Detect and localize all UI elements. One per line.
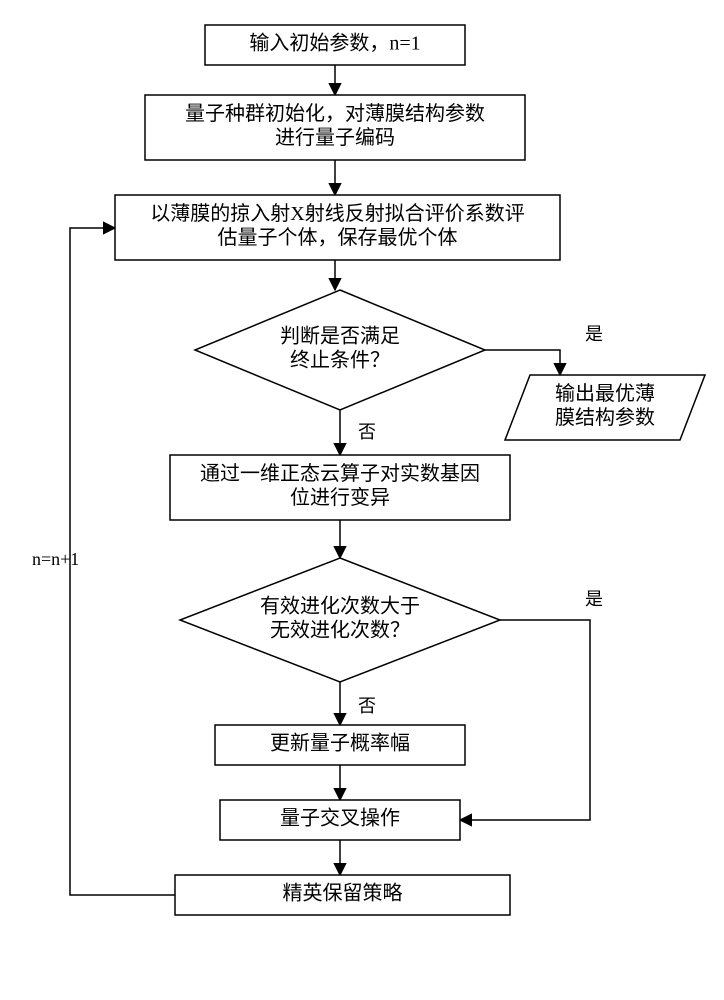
edge-label-6: 否 <box>358 696 376 716</box>
n3-text-1: 估量子个体，保存最优个体 <box>218 226 458 249</box>
edge-label-4: 否 <box>358 422 376 442</box>
n10-text-0: 精英保留策略 <box>283 882 403 905</box>
edge-label-10: n=n+1 <box>32 549 79 569</box>
node-n7: 有效进化次数大于无效进化次数？ <box>180 558 500 682</box>
n4-text-1: 终止条件？ <box>290 349 390 372</box>
n3-text-0: 以薄膜的掠入射X射线反射拟合评价系数评 <box>150 202 524 225</box>
edge-label-3: 是 <box>585 324 603 344</box>
n7-text-1: 无效进化次数？ <box>270 619 410 642</box>
n9-text-0: 量子交叉操作 <box>280 807 400 830</box>
n8-text-0: 更新量子概率幅 <box>270 732 410 755</box>
nodes: 输入初始参数，n=1量子种群初始化，对薄膜结构参数进行量子编码以薄膜的掠入射X射… <box>115 25 705 915</box>
flowchart: 是否否是n=n+1输入初始参数，n=1量子种群初始化，对薄膜结构参数进行量子编码… <box>0 0 724 1000</box>
n1-text-0: 输入初始参数，n=1 <box>249 32 420 55</box>
node-n1: 输入初始参数，n=1 <box>205 25 465 65</box>
n5-text-0: 输出最优薄 <box>555 382 655 405</box>
n6-text-0: 通过一维正态云算子对实数基因 <box>200 462 480 485</box>
edge-label-9: 是 <box>585 589 603 609</box>
node-n6: 通过一维正态云算子对实数基因位进行变异 <box>170 455 510 520</box>
n5-text-1: 膜结构参数 <box>555 406 655 429</box>
node-n3: 以薄膜的掠入射X射线反射拟合评价系数评估量子个体，保存最优个体 <box>115 195 560 260</box>
edge-10 <box>70 228 175 895</box>
n2-text-1: 进行量子编码 <box>275 126 395 149</box>
node-n5: 输出最优薄膜结构参数 <box>505 375 705 440</box>
n4-text-0: 判断是否满足 <box>280 325 400 348</box>
node-n9: 量子交叉操作 <box>220 800 460 840</box>
edge-9 <box>460 620 590 820</box>
n2-text-0: 量子种群初始化，对薄膜结构参数 <box>185 102 485 125</box>
node-n10: 精英保留策略 <box>175 875 510 915</box>
n7-text-0: 有效进化次数大于 <box>260 595 420 618</box>
node-n8: 更新量子概率幅 <box>215 725 465 765</box>
edge-3 <box>485 350 560 375</box>
n6-text-1: 位进行变异 <box>290 486 390 509</box>
node-n2: 量子种群初始化，对薄膜结构参数进行量子编码 <box>145 95 525 160</box>
node-n4: 判断是否满足终止条件？ <box>195 290 485 410</box>
